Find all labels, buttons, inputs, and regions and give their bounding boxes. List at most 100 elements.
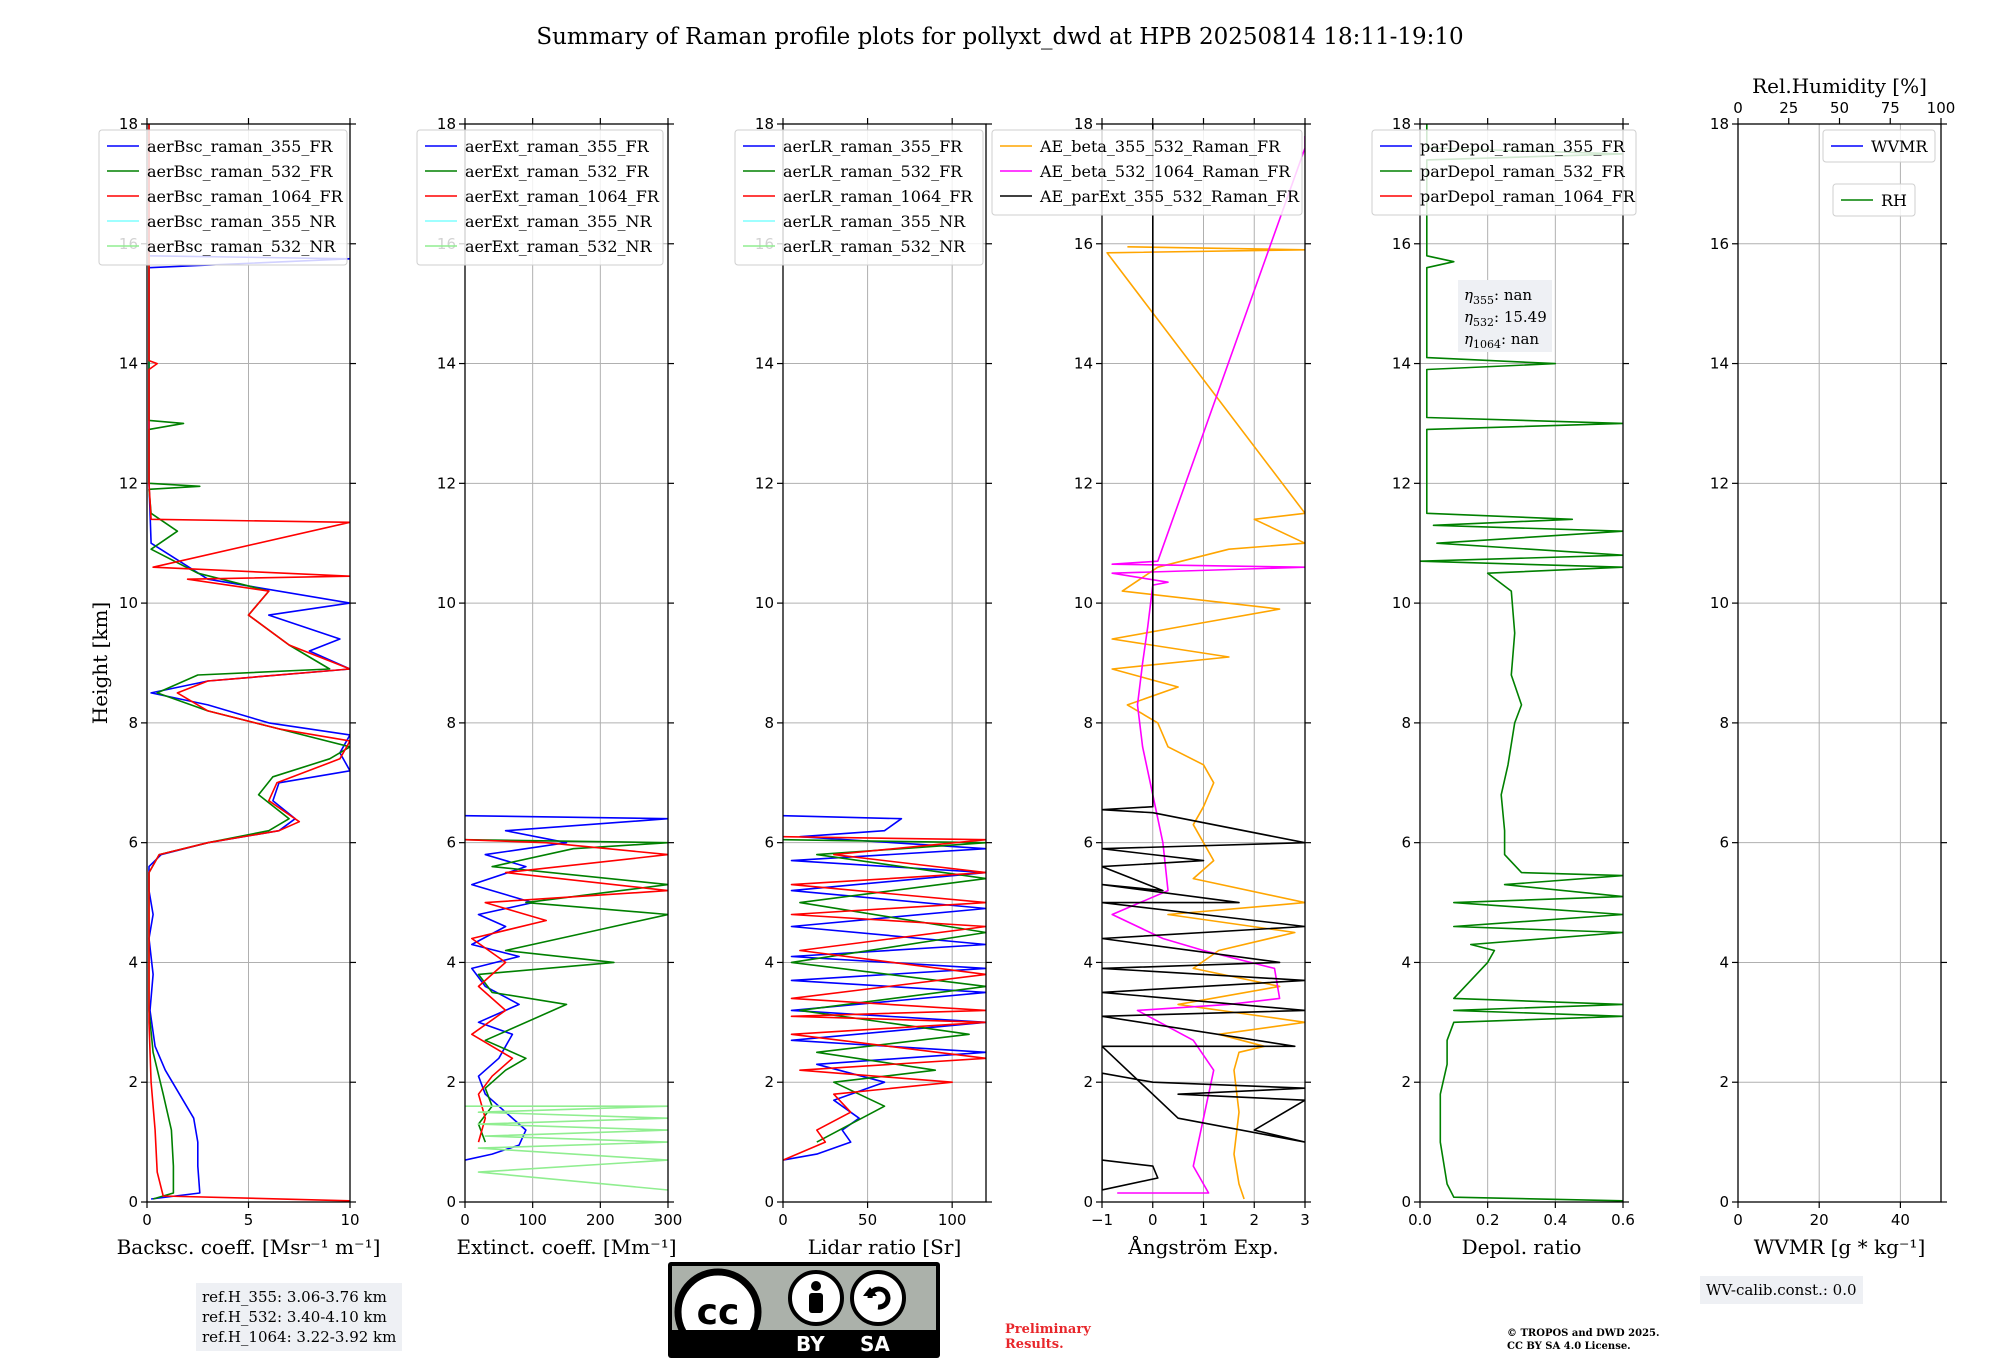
- y-tick-label: 10: [755, 594, 774, 612]
- y-tick-label: 0: [764, 1193, 774, 1211]
- legend-entry: aerBsc_raman_532_NR: [147, 237, 336, 256]
- x-tick-label: 0.6: [1611, 1211, 1635, 1229]
- x-axis-label: Backsc. coeff. [Msr⁻¹ m⁻¹]: [117, 1235, 381, 1259]
- x-tick-label: 300: [654, 1211, 683, 1229]
- y-tick-label: 12: [1392, 474, 1411, 492]
- legend-entry: aerBsc_raman_1064_FR: [147, 187, 344, 206]
- legend: WVMR RH: [1822, 129, 1936, 217]
- x-tick-label: 1: [1199, 1211, 1209, 1229]
- cc-logo-text: cc: [697, 1292, 740, 1330]
- legend-entry: aerBsc_raman_355_NR: [147, 212, 336, 231]
- x-axis-label: Depol. ratio: [1462, 1235, 1582, 1259]
- y-tick-label: 16: [1710, 235, 1729, 253]
- top-axis-label: Rel.Humidity [%]: [1752, 74, 1927, 98]
- eta-1064-label: η1064: nan: [1464, 330, 1539, 351]
- eta-annotation-box: [1458, 280, 1552, 352]
- x-tick-label: 0: [1148, 1211, 1158, 1229]
- ref-h-355: ref.H_355: 3.06-3.76 km: [202, 1288, 387, 1306]
- plot-frame: [782, 123, 987, 1203]
- legend-entry: aerLR_raman_355_FR: [783, 137, 963, 156]
- y-tick-label: 12: [1710, 474, 1729, 492]
- top-tick-label: 100: [1927, 99, 1956, 117]
- y-tick-label: 2: [1719, 1073, 1729, 1091]
- ref-h-1064: ref.H_1064: 3.22-3.92 km: [202, 1328, 397, 1346]
- legend: parDepol_raman_355_FR parDepol_raman_532_…: [1371, 129, 1637, 216]
- y-tick-label: 8: [446, 714, 456, 732]
- y-tick-label: 2: [764, 1073, 774, 1091]
- y-tick-label: 2: [128, 1073, 138, 1091]
- y-tick-label: 4: [1719, 953, 1729, 971]
- legend-entry: aerExt_raman_355_FR: [465, 137, 650, 156]
- panel-5: 0 2 4 6 8 10 12 14 16 18 0.0 0.2 0.4 0.6 Depol. ratio p…: [1371, 115, 1637, 1259]
- y-axis-label: Height [km]: [88, 602, 112, 724]
- ref-h-532: ref.H_532: 3.40-4.10 km: [202, 1308, 387, 1326]
- legend-entry: aerExt_raman_532_NR: [465, 237, 653, 256]
- legend-entry: parDepol_raman_1064_FR: [1420, 187, 1636, 206]
- y-tick-label: 2: [446, 1073, 456, 1091]
- legend-entry: aerLR_raman_532_FR: [783, 162, 963, 181]
- y-tick-label: 18: [1710, 115, 1729, 133]
- x-tick-label: 0: [142, 1211, 152, 1229]
- top-tick-label: 0: [1733, 99, 1743, 117]
- x-axis-label: WVMR [g * kg⁻¹]: [1754, 1235, 1926, 1259]
- cc-icons: cc: [674, 1268, 906, 1356]
- series-line-aerExt_raman_532_NR: [465, 1105, 668, 1191]
- x-tick-label: 0: [1733, 1211, 1743, 1229]
- y-tick-label: 4: [1401, 953, 1411, 971]
- x-tick-label: 100: [518, 1211, 547, 1229]
- panel-3: 024681012141618050100Lidar ratio [Sr]aer…: [734, 115, 992, 1259]
- plot-frame: [464, 123, 669, 1203]
- plot-frame: [1419, 123, 1624, 1203]
- y-tick-label: 18: [437, 115, 456, 133]
- y-tick-label: 4: [128, 953, 138, 971]
- y-tick-label: 8: [1719, 714, 1729, 732]
- y-tick-label: 16: [1392, 235, 1411, 253]
- series-line-AE_beta_355_532_Raman_FR: [1106, 246, 1305, 1200]
- x-axis-label: Lidar ratio [Sr]: [808, 1235, 962, 1259]
- plot-frame: [1737, 123, 1942, 1203]
- y-tick-label: 12: [755, 474, 774, 492]
- y-tick-label: 6: [1401, 834, 1411, 852]
- series-line-aerExt_raman_355_FR: [465, 814, 668, 1161]
- y-tick-label: 2: [1083, 1073, 1093, 1091]
- y-tick-label: 10: [1074, 594, 1093, 612]
- series-line-AE_parExt_355_532_Raman_FR: [1102, 124, 1305, 1191]
- plot-frame: [1101, 123, 1306, 1203]
- x-tick-label: 5: [244, 1211, 254, 1229]
- prelim-line-1: Preliminary: [1005, 1322, 1091, 1337]
- legend-entry: AE_beta_532_1064_Raman_FR: [1039, 162, 1291, 181]
- series-line-AE_beta_532_1064_Raman_FR: [1111, 136, 1305, 1194]
- eta-355-label: η355: nan: [1464, 286, 1532, 307]
- y-tick-label: 8: [1083, 714, 1093, 732]
- preliminary-results-note: Preliminary Results.: [1005, 1322, 1091, 1352]
- panel-1: 0246810121416180510Backsc. coeff. [Msr⁻¹…: [88, 115, 380, 1259]
- y-tick-label: 16: [1074, 235, 1093, 253]
- x-tick-label: 20: [1810, 1211, 1829, 1229]
- y-tick-label: 12: [1074, 474, 1093, 492]
- legend-entry: aerExt_raman_1064_FR: [465, 187, 660, 206]
- legend: aerBsc_raman_355_FR aerBsc_raman_532_FRae…: [98, 129, 348, 266]
- legend-entry: RH: [1881, 191, 1907, 210]
- y-tick-label: 0: [128, 1193, 138, 1211]
- y-tick-label: 10: [1392, 594, 1411, 612]
- x-tick-label: 0.2: [1476, 1211, 1500, 1229]
- y-tick-label: 8: [128, 714, 138, 732]
- series-line-aerLR_raman_1064_FR: [783, 835, 986, 1161]
- x-axis-label: Extinct. coeff. [Mm⁻¹]: [456, 1235, 676, 1259]
- y-tick-label: 18: [1074, 115, 1093, 133]
- reference-height-box: ref.H_355: 3.06-3.76 km ref.H_532: 3.40-…: [196, 1283, 403, 1351]
- x-tick-label: 50: [858, 1211, 877, 1229]
- y-tick-label: 2: [1401, 1073, 1411, 1091]
- y-tick-label: 0: [446, 1193, 456, 1211]
- y-tick-label: 18: [119, 115, 138, 133]
- y-tick-label: 4: [1083, 953, 1093, 971]
- y-tick-label: 14: [1710, 355, 1729, 373]
- legend-entry: parDepol_raman_532_FR: [1420, 162, 1626, 181]
- legend-entry: aerBsc_raman_355_FR: [147, 137, 333, 156]
- x-tick-label: 2: [1249, 1211, 1259, 1229]
- x-tick-label: 200: [586, 1211, 615, 1229]
- x-tick-label: 0: [460, 1211, 470, 1229]
- series-line-aerLR_raman_532_FR: [783, 838, 986, 1143]
- legend-entry: aerLR_raman_355_NR: [783, 212, 966, 231]
